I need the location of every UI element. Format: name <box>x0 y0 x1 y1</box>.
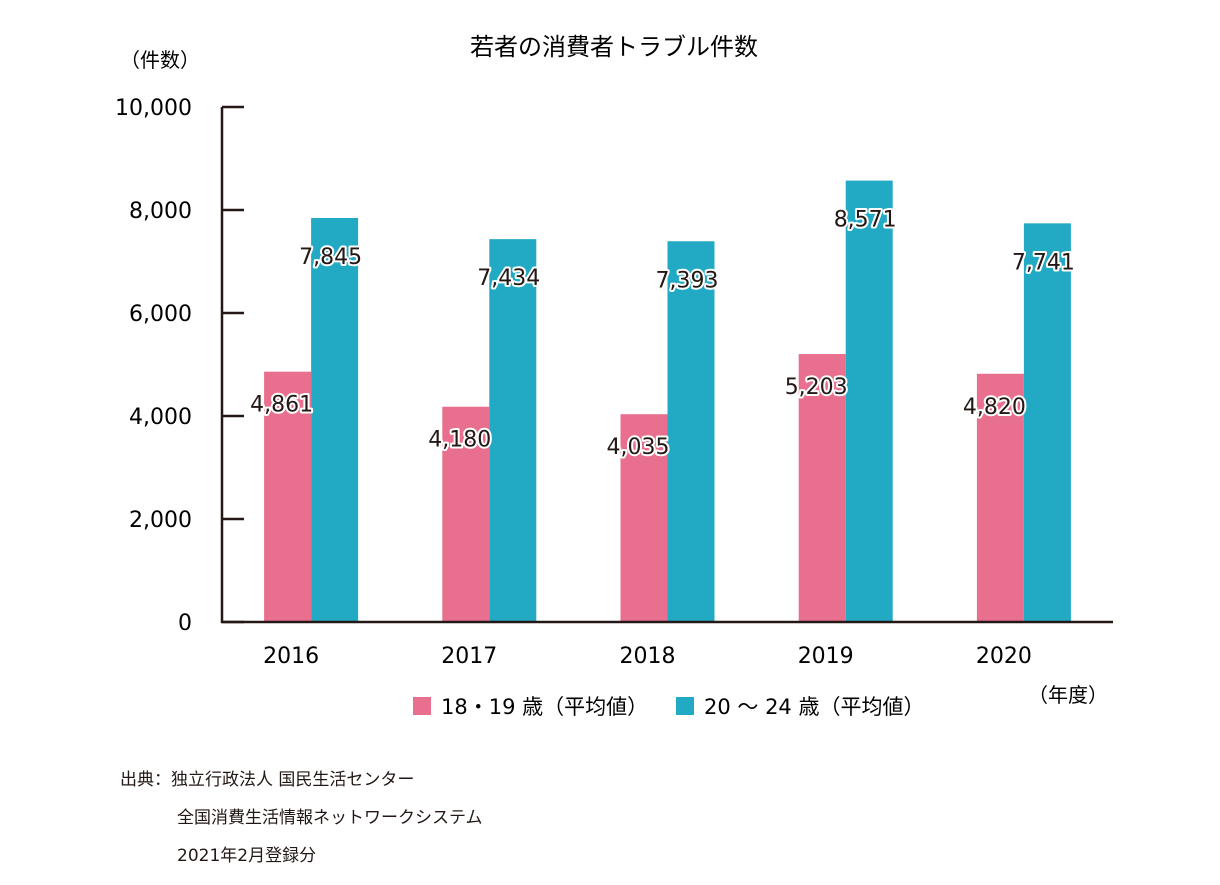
data-labels-layer: 4,861 7,845 4,180 7,434 4,035 7,393 5,203 8,571… <box>248 206 1077 463</box>
x-tick-label: 2016 <box>263 644 319 669</box>
legend-label: 18・19 歳（平均値） <box>441 695 648 719</box>
y-tick-label: 6,000 <box>129 302 192 327</box>
x-tick-label: 2018 <box>620 644 676 669</box>
bar-age-20-24-2017 <box>489 239 537 623</box>
bar-age-20-24-2020 <box>1023 223 1071 622</box>
bars-layer <box>264 180 1071 623</box>
source-line-3: 2021年2月登録分 <box>177 846 317 866</box>
chart-title: 若者の消費者トラブル件数 <box>470 33 758 61</box>
data-label: 8,571 <box>834 208 897 233</box>
bar-age-18-19-2019 <box>798 354 846 622</box>
legend-label: 20 〜 24 歳（平均値） <box>704 695 924 719</box>
source-line-2: 全国消費生活情報ネットワークシステム <box>177 808 483 828</box>
x-tick-label: 2020 <box>976 644 1032 669</box>
legend-swatch <box>676 697 694 715</box>
bar-age-18-19-2018 <box>620 414 668 622</box>
data-label: 7,741 <box>1012 250 1075 275</box>
data-label: 7,434 <box>477 266 540 291</box>
source-line-1: 出典：独立行政法人 国民生活センター <box>120 770 415 790</box>
legend: 18・19 歳（平均値） 20 〜 24 歳（平均値） <box>413 695 924 719</box>
bar-age-20-24-2018 <box>667 241 715 622</box>
data-label: 4,180 <box>428 428 491 453</box>
x-tick-label: 2017 <box>441 644 497 669</box>
y-tick-label: 2,000 <box>129 508 192 533</box>
data-label: 4,861 <box>250 393 313 418</box>
data-label: 5,203 <box>785 375 848 400</box>
y-tick-label: 0 <box>178 611 192 636</box>
bar-age-18-19-2017 <box>442 406 490 622</box>
data-label: 4,820 <box>963 395 1026 420</box>
legend-swatch <box>413 697 431 715</box>
x-axis-unit-label: （年度） <box>1028 683 1108 707</box>
y-tick-label: 4,000 <box>129 405 192 430</box>
data-label: 7,393 <box>656 268 719 293</box>
bar-age-18-19-2020 <box>976 373 1024 622</box>
bar-age-20-24-2019 <box>845 180 893 622</box>
x-tick-label: 2019 <box>798 644 854 669</box>
axis-layer: 0 2,000 4,000 6,000 8,000 10,000 2016 2017 2018 2… <box>115 96 1113 669</box>
y-tick-label: 8,000 <box>129 199 192 224</box>
y-tick-label: 10,000 <box>115 96 192 121</box>
data-label: 7,845 <box>299 245 362 270</box>
bar-age-18-19-2016 <box>264 371 312 622</box>
bar-age-20-24-2016 <box>311 217 359 623</box>
y-axis-unit-label: （件数） <box>120 48 200 72</box>
data-label: 4,035 <box>607 435 670 460</box>
